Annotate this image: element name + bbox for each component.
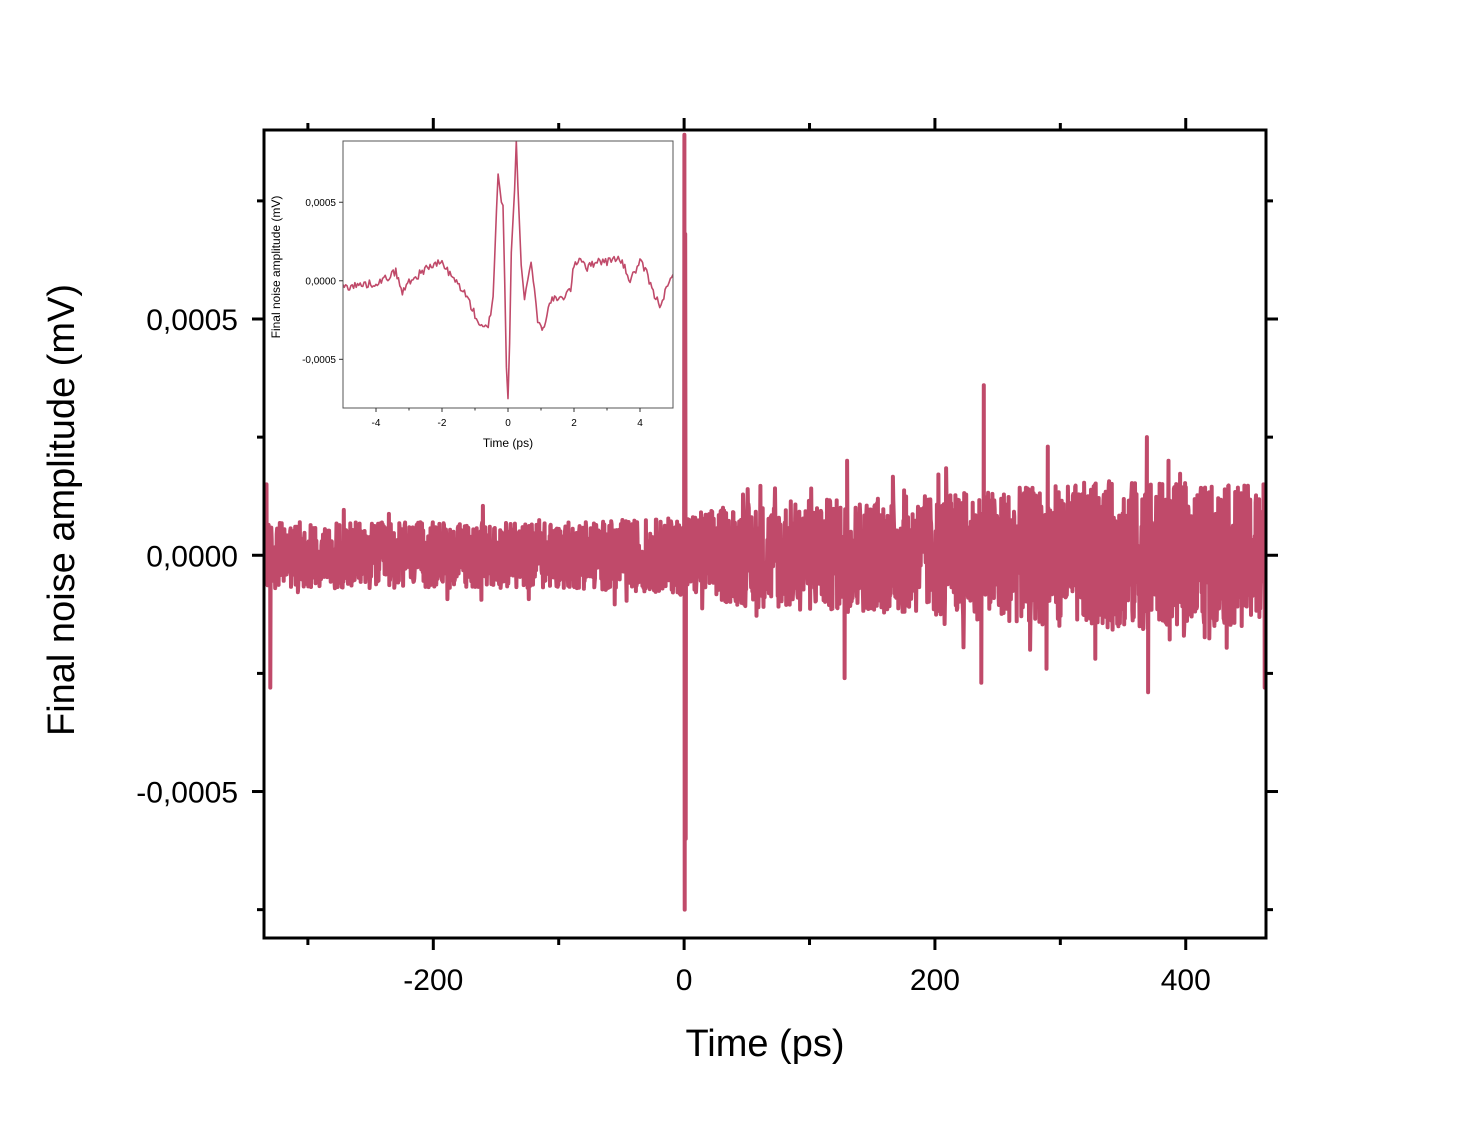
inset-y-tick-label: 0,0005 <box>305 198 336 209</box>
y-tick-label: 0,0005 <box>146 304 238 337</box>
x-axis-title: Time (ps) <box>685 1023 844 1065</box>
x-tick-label: 200 <box>910 964 960 997</box>
inset-x-tick-label: 0 <box>505 418 511 429</box>
main-plot: -200 0 200 400 0,0005 0,0000 -0,0005 Time (ps) F… <box>41 118 1278 1065</box>
main-plot-frame <box>262 128 1268 940</box>
y-tick-label: -0,0005 <box>136 777 238 810</box>
x-tick-label: -200 <box>403 964 463 997</box>
x-tick-label: 0 <box>676 964 693 997</box>
main-series-line <box>264 132 1266 912</box>
inset-x-axis-title: Time (ps) <box>483 436 533 450</box>
inset-x-tick-label: -2 <box>438 418 447 429</box>
inset-y-tick-label: -0,0005 <box>302 355 336 366</box>
inset-background <box>343 141 673 408</box>
inset-y-axis-title: Final noise amplitude (mV) <box>269 196 283 339</box>
inset-x-tick-label: 2 <box>571 418 577 429</box>
inset-plot: -4 -2 0 2 4 0,0005 0,0000 -0,0005 Time (ps) Final… <box>269 140 674 450</box>
inset-series-line <box>343 141 673 400</box>
inset-y-tick-label: 0,0000 <box>305 276 336 287</box>
y-tick-label: 0,0000 <box>146 540 238 573</box>
y-axis-title: Final noise amplitude (mV) <box>41 284 83 736</box>
x-tick-label: 400 <box>1161 964 1211 997</box>
inset-x-tick-label: -4 <box>372 418 381 429</box>
inset-x-tick-label: 4 <box>637 418 643 429</box>
